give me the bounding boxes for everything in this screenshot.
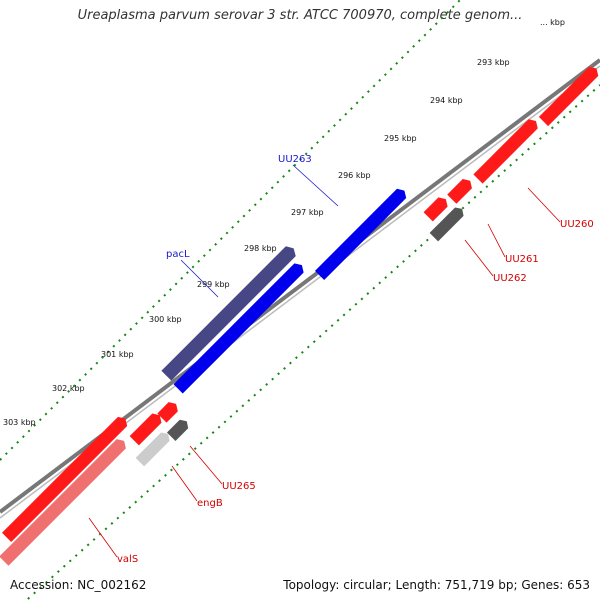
gene-pacL-rev[interactable] <box>173 261 307 394</box>
gene-pacL[interactable] <box>161 243 298 381</box>
tick-labels: ... kbp 293 kbp 294 kbp 295 kbp 296 kbp 297 k… <box>3 18 565 427</box>
gene-leader-line <box>171 465 198 502</box>
gene-leader-line <box>464 239 494 277</box>
tick-label: 295 kbp <box>384 134 417 143</box>
backbone-line-outer <box>0 58 600 514</box>
gene-UU260-b[interactable] <box>473 116 540 184</box>
tick-track-outer <box>0 0 462 461</box>
gene-engB[interactable] <box>135 430 173 467</box>
genome-summary-text: Topology: circular; Length: 751,719 bp; … <box>283 578 590 592</box>
tick-label: 297 kbp <box>291 208 324 217</box>
map-title: Ureaplasma parvum serovar 3 str. ATCC 70… <box>77 8 523 23</box>
gene-label-engB: engB <box>197 498 223 509</box>
gene-leader-line <box>487 223 506 258</box>
gene-label-UU262: UU262 <box>493 273 527 284</box>
gene-leader-line <box>527 187 561 223</box>
tick-label: ... kbp <box>540 18 565 27</box>
gene-valS-a[interactable] <box>2 414 130 542</box>
tick-label: 294 kbp <box>430 96 463 105</box>
gene-UU260-a[interactable] <box>538 64 600 127</box>
tick-label: 300 kbp <box>149 315 182 324</box>
gene-leader-line <box>189 445 223 485</box>
gene-UU261[interactable] <box>447 176 475 204</box>
gene-label-UU261: UU261 <box>505 254 539 265</box>
gene-label-valS: valS <box>117 554 138 565</box>
tick-label: 303 kbp <box>3 418 36 427</box>
gene-features[interactable] <box>0 64 600 566</box>
gene-labels: UU260 UU261 UU262 UU263 pacL UU265 engB valS <box>88 154 594 565</box>
tick-label: 301 kbp <box>101 350 134 359</box>
tick-label: 299 kbp <box>197 280 230 289</box>
gene-leader-line <box>292 164 339 207</box>
accession-text: Accession: NC_002162 <box>10 578 147 592</box>
gene-UU265-b[interactable] <box>129 411 165 446</box>
gene-label-UU260: UU260 <box>560 219 594 230</box>
gene-valS-b[interactable] <box>0 436 129 566</box>
tick-label: 298 kbp <box>244 244 277 253</box>
tick-label: 302 kbp <box>52 384 85 393</box>
gene-UU262[interactable] <box>429 205 467 242</box>
gene-UU265[interactable] <box>157 399 180 423</box>
gene-label-pacL: pacL <box>166 249 190 260</box>
gene-UU265-gray[interactable] <box>166 417 191 442</box>
gene-UU263[interactable] <box>314 186 409 281</box>
gene-label-UU265: UU265 <box>222 481 256 492</box>
gene-leader-line <box>180 259 219 298</box>
tick-label: 296 kbp <box>338 171 371 180</box>
gene-UU261b[interactable] <box>423 195 451 222</box>
tick-label: 293 kbp <box>477 58 510 67</box>
gene-label-UU263: UU263 <box>278 154 312 165</box>
gene-leader-line <box>88 517 118 558</box>
